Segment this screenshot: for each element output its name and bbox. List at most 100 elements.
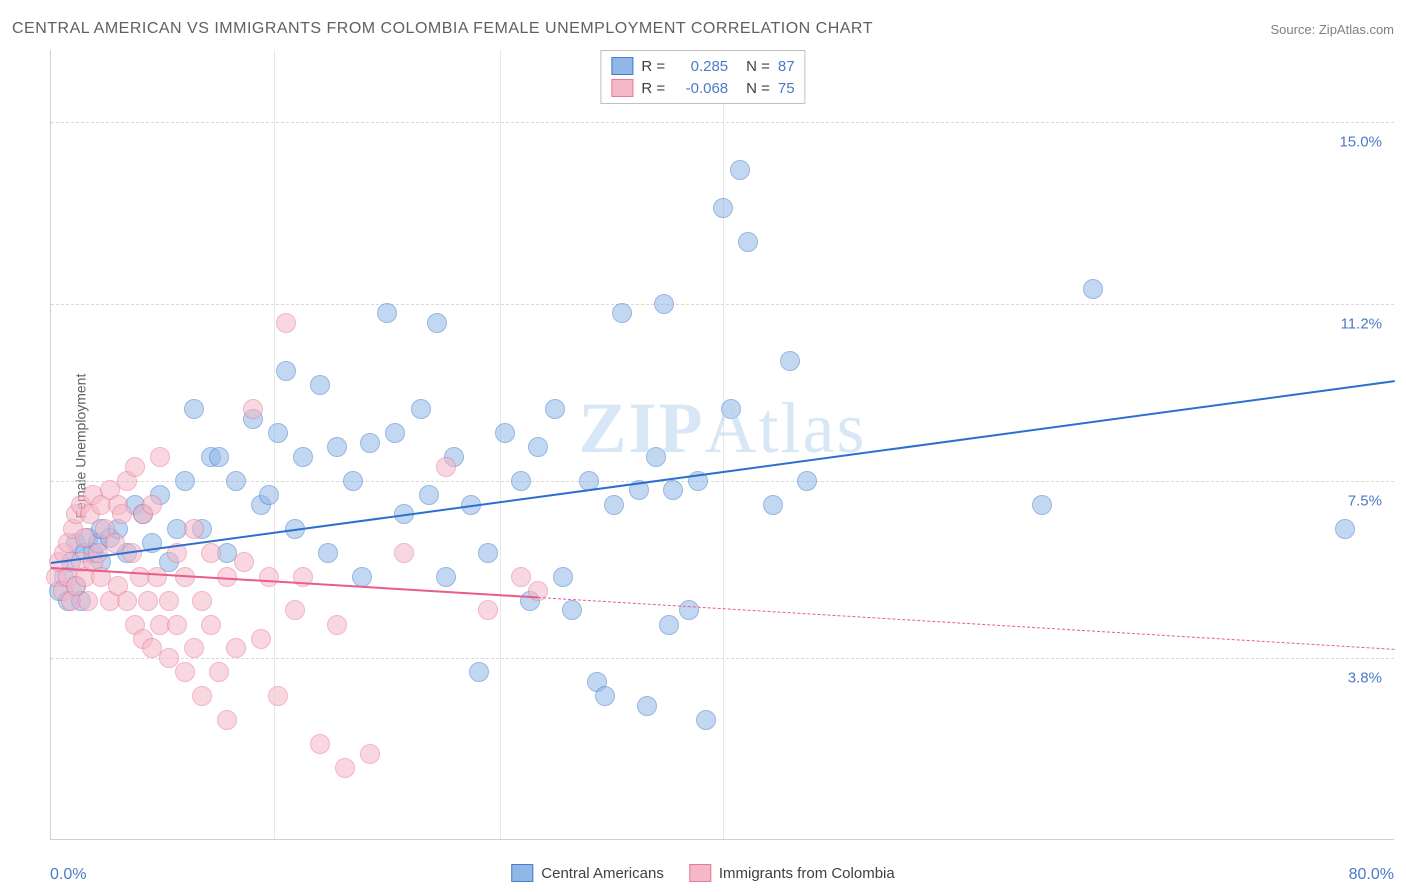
data-point [545, 399, 565, 419]
data-point [1335, 519, 1355, 539]
data-point [268, 686, 288, 706]
data-point [276, 313, 296, 333]
data-point [209, 447, 229, 467]
data-point [276, 361, 296, 381]
data-point [184, 638, 204, 658]
data-point [327, 437, 347, 457]
data-point [175, 471, 195, 491]
data-point [159, 648, 179, 668]
data-point [243, 399, 263, 419]
legend-row: R =-0.068N =75 [611, 77, 794, 99]
data-point [251, 629, 271, 649]
data-point [335, 758, 355, 778]
data-point [175, 662, 195, 682]
data-point [1032, 495, 1052, 515]
data-point [138, 591, 158, 611]
data-point [268, 423, 288, 443]
data-point [167, 615, 187, 635]
data-point [259, 485, 279, 505]
n-label: N = [746, 58, 770, 75]
legend-correlation: R =0.285N =87R =-0.068N =75 [600, 50, 805, 104]
data-point [738, 232, 758, 252]
source-attribution: Source: ZipAtlas.com [1270, 22, 1394, 37]
data-point [259, 567, 279, 587]
data-point [184, 519, 204, 539]
data-point [385, 423, 405, 443]
watermark-bold: ZIP [578, 387, 704, 467]
data-point [360, 433, 380, 453]
r-label: R = [641, 80, 665, 97]
legend-swatch [611, 57, 633, 75]
data-point [411, 399, 431, 419]
data-point [377, 303, 397, 323]
data-point [1083, 279, 1103, 299]
data-point [730, 160, 750, 180]
legend-swatch [511, 864, 533, 882]
y-tick-label: 15.0% [1339, 133, 1382, 150]
data-point [511, 567, 531, 587]
vgridline [500, 50, 501, 839]
chart-container: CENTRAL AMERICAN VS IMMIGRANTS FROM COLO… [0, 0, 1406, 892]
data-point [360, 744, 380, 764]
data-point [654, 294, 674, 314]
legend-item: Central Americans [511, 864, 664, 882]
data-point [192, 686, 212, 706]
data-point [217, 710, 237, 730]
data-point [209, 662, 229, 682]
data-point [142, 495, 162, 515]
data-point [436, 567, 456, 587]
data-point [612, 303, 632, 323]
data-point [201, 615, 221, 635]
data-point [495, 423, 515, 443]
data-point [343, 471, 363, 491]
data-point [159, 591, 179, 611]
data-point [713, 198, 733, 218]
x-tick-min: 0.0% [50, 866, 86, 884]
data-point [696, 710, 716, 730]
data-point [659, 615, 679, 635]
data-point [679, 600, 699, 620]
data-point [663, 480, 683, 500]
n-value: 87 [778, 58, 795, 75]
data-point [478, 543, 498, 563]
data-point [112, 504, 132, 524]
legend-label: Immigrants from Colombia [719, 865, 895, 882]
legend-swatch [689, 864, 711, 882]
vgridline [274, 50, 275, 839]
data-point [192, 591, 212, 611]
y-tick-label: 11.2% [1341, 315, 1382, 332]
n-label: N = [746, 80, 770, 97]
data-point [436, 457, 456, 477]
data-point [226, 638, 246, 658]
chart-title: CENTRAL AMERICAN VS IMMIGRANTS FROM COLO… [12, 20, 873, 38]
legend-row: R =0.285N =87 [611, 55, 794, 77]
data-point [562, 600, 582, 620]
data-point [469, 662, 489, 682]
data-point [763, 495, 783, 515]
data-point [293, 447, 313, 467]
data-point [797, 471, 817, 491]
x-tick-max: 80.0% [1349, 866, 1394, 884]
data-point [226, 471, 246, 491]
legend-label: Central Americans [541, 865, 664, 882]
data-point [427, 313, 447, 333]
data-point [721, 399, 741, 419]
legend-series: Central Americans Immigrants from Colombi… [511, 864, 894, 882]
data-point [310, 375, 330, 395]
data-point [595, 686, 615, 706]
data-point [310, 734, 330, 754]
data-point [419, 485, 439, 505]
data-point [511, 471, 531, 491]
legend-item: Immigrants from Colombia [689, 864, 895, 882]
data-point [646, 447, 666, 467]
data-point [234, 552, 254, 572]
y-tick-label: 7.5% [1348, 492, 1382, 509]
data-point [553, 567, 573, 587]
data-point [780, 351, 800, 371]
plot-area: ZIPAtlas 3.8%7.5%11.2%15.0% [50, 50, 1394, 840]
data-point [394, 543, 414, 563]
data-point [327, 615, 347, 635]
data-point [478, 600, 498, 620]
data-point [125, 457, 145, 477]
vgridline [723, 50, 724, 839]
